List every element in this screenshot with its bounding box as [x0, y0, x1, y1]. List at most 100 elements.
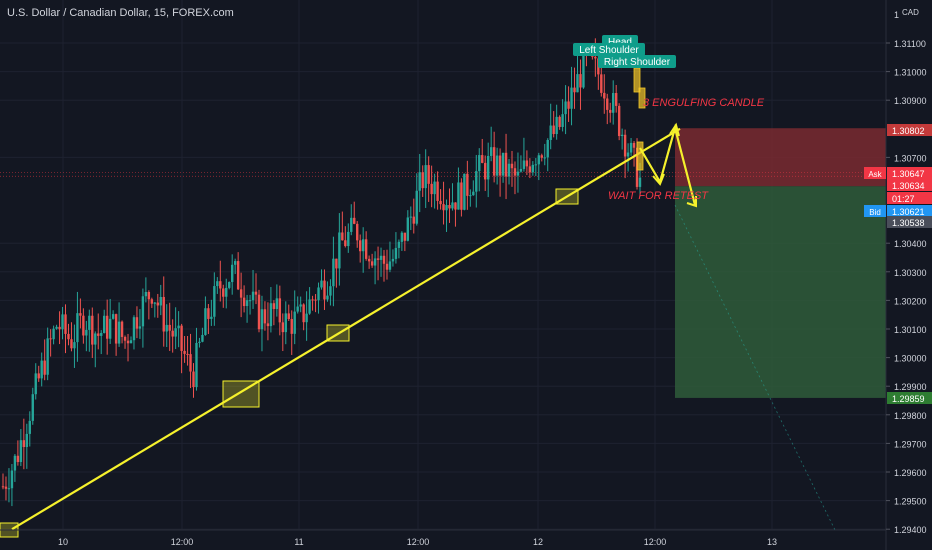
take-profit-zone[interactable]	[675, 186, 886, 398]
trendline-touch-box[interactable]	[326, 324, 350, 342]
candle-body	[555, 116, 558, 135]
candle-body	[28, 420, 31, 434]
price-tick-label: 1.30300	[894, 268, 927, 278]
candle-body	[183, 350, 186, 354]
candle-body	[606, 98, 609, 110]
candle-body	[489, 147, 493, 156]
candle-body	[576, 74, 579, 93]
candle-body	[138, 326, 142, 329]
candle-body	[79, 313, 82, 316]
candle-body	[165, 324, 168, 332]
candle-body	[370, 261, 374, 266]
candle-body	[418, 172, 421, 191]
retest-projection-path[interactable]	[639, 123, 697, 206]
ask-label[interactable]: 1.30647 Ask	[864, 167, 932, 179]
candle-body	[168, 324, 171, 331]
trendline-touch-box[interactable]	[222, 380, 260, 408]
candle-body	[4, 486, 8, 489]
price-label-30538[interactable]: 1.30538	[887, 216, 932, 228]
price-label-30538-text: 1.30538	[892, 218, 925, 228]
candle-body	[573, 87, 576, 93]
candle-body	[281, 322, 285, 333]
pattern-left-shoulder-tag[interactable]: Left Shoulder	[573, 43, 645, 56]
candle-body	[513, 168, 517, 176]
trendline-touch-box[interactable]	[555, 188, 579, 205]
candle-body	[305, 313, 308, 323]
candle-body	[174, 328, 177, 337]
price-tick-label: 1.30200	[894, 296, 927, 306]
pattern-left-shoulder-text: Left Shoulder	[579, 45, 639, 56]
candle-body	[311, 299, 314, 301]
candle-body	[233, 261, 237, 265]
stop-loss-zone[interactable]	[675, 128, 886, 187]
candle-body	[367, 258, 371, 262]
time-axis[interactable]: 10 12:00 11 12:00 12 12:00 13	[58, 537, 777, 547]
candle-body	[117, 321, 121, 344]
engulfing-candle-marker[interactable]	[638, 87, 646, 109]
candle-body	[358, 240, 362, 252]
time-tick-label: 12:00	[407, 537, 430, 547]
candle-body	[484, 162, 487, 180]
candle-body	[412, 216, 415, 224]
entry-level-label-text: 1.30634	[892, 181, 925, 191]
candle-body	[561, 114, 564, 127]
candle-body	[403, 232, 407, 241]
entry-level-label[interactable]: 1.30634	[887, 179, 932, 191]
candle-body	[177, 325, 180, 329]
price-tick-label: 1.30900	[894, 96, 927, 106]
candle-body	[111, 314, 115, 319]
candle-body	[61, 314, 64, 330]
candle-body	[242, 297, 246, 307]
candle-body	[376, 258, 380, 260]
countdown-label[interactable]: 01:27	[887, 192, 932, 204]
target-level-label[interactable]: 1.29859	[887, 392, 932, 404]
candle-body	[350, 217, 353, 232]
candle-body	[570, 87, 573, 109]
candle-body	[31, 394, 34, 421]
candle-body	[531, 164, 535, 173]
candle-body	[216, 281, 219, 287]
candle-body	[236, 261, 240, 290]
price-tick-label: 1.30100	[894, 325, 927, 335]
ascending-trendline[interactable]	[11, 127, 681, 531]
candle-body	[287, 313, 290, 320]
price-tick-label: 1.31100	[894, 39, 926, 49]
bid-label[interactable]: 1.30621 Bid	[864, 205, 932, 217]
candle-body	[290, 319, 293, 334]
engulfing-note[interactable]: 3 ENGULFING CANDLE	[643, 97, 765, 109]
candle-body	[49, 338, 52, 340]
candle-body	[629, 142, 633, 153]
pattern-right-shoulder-tag[interactable]: Right Shoulder	[598, 55, 676, 68]
candle-body	[614, 93, 618, 106]
candle-body	[284, 313, 287, 333]
candle-body	[272, 303, 276, 309]
candle-body	[222, 288, 225, 297]
candle-body	[37, 373, 40, 379]
candle-body	[498, 155, 502, 176]
bid-label-text: 1.30621	[892, 207, 925, 217]
drawings[interactable]	[0, 67, 697, 538]
price-axis[interactable]: 1.31100 1.31000 1.30900 1.30700 1.30400 1.303…	[864, 39, 932, 535]
candle-body	[543, 157, 546, 159]
price-tick-label: 1.29900	[894, 382, 927, 392]
candle-body	[245, 300, 249, 307]
candle-body	[64, 314, 67, 334]
candle-body	[266, 323, 270, 327]
candle-body	[132, 317, 136, 341]
engulfing-candle-marker[interactable]	[636, 141, 644, 171]
bid-label-tag: Bid	[869, 208, 881, 217]
retest-note[interactable]: WAIT FOR RETEST	[608, 190, 709, 202]
candle-body	[492, 147, 496, 176]
currency-label: CAD	[902, 8, 919, 17]
candle-body	[25, 433, 29, 448]
price-tick-label: 1.31000	[894, 68, 927, 78]
time-tick-label: 12:00	[171, 537, 194, 547]
stop-level-label[interactable]: 1.30802	[887, 124, 932, 136]
candle-body	[528, 166, 532, 173]
candle-body	[460, 182, 463, 210]
candle-body	[141, 296, 145, 327]
candle-body	[617, 105, 621, 137]
candle-body	[439, 200, 442, 205]
candle-body	[162, 296, 165, 332]
